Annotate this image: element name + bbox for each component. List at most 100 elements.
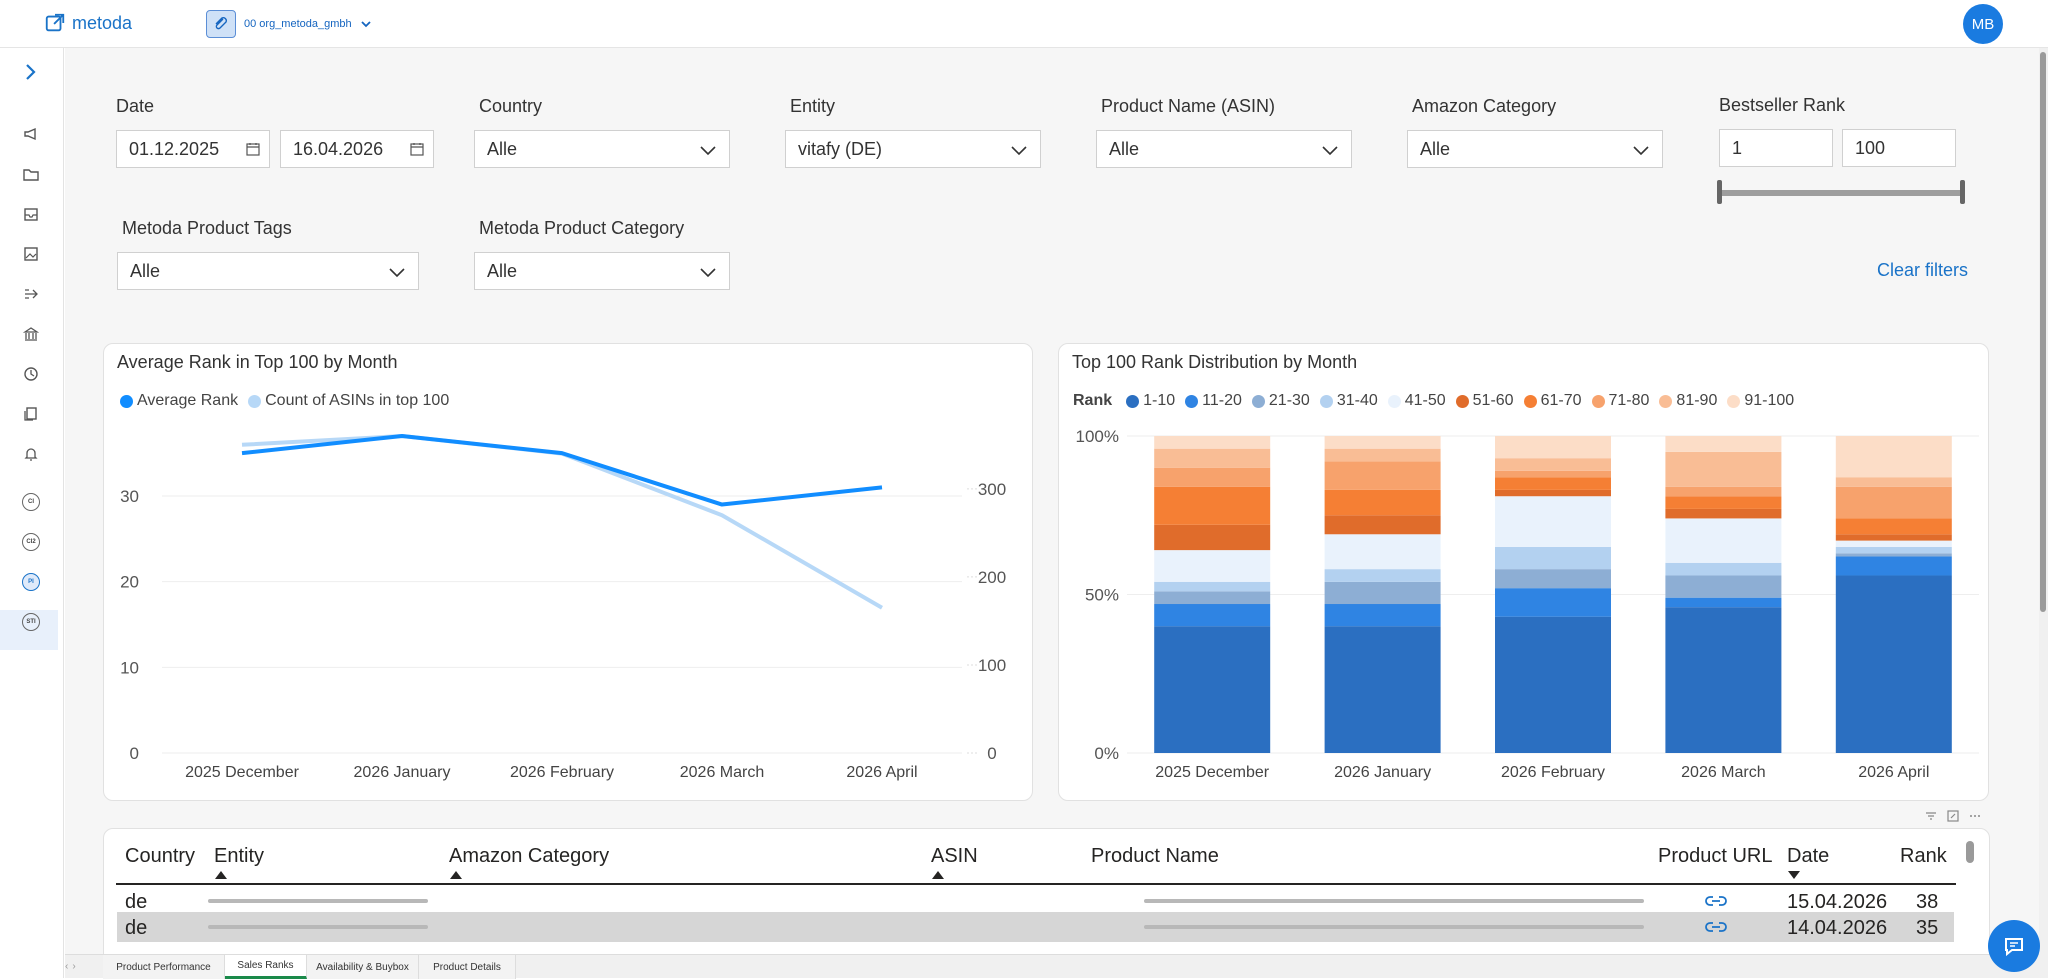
col-product-url[interactable]: Product URL	[1658, 845, 1773, 867]
app-logo[interactable]: metoda	[44, 12, 132, 34]
tab-sales-ranks[interactable]: Sales Ranks	[225, 955, 307, 979]
bar-segment	[1665, 451, 1782, 487]
col-country[interactable]: Country	[125, 845, 196, 867]
bar-segment	[1835, 534, 1952, 541]
legend-rank-title: Rank	[1073, 392, 1113, 409]
x-tick-label: 2026 March	[680, 764, 765, 781]
x-tick-label: 2026 February	[1501, 764, 1605, 781]
folder-icon[interactable]	[21, 164, 41, 184]
rank-min-input[interactable]: 1	[1719, 129, 1833, 167]
y-tick: 100%	[1076, 427, 1119, 446]
tab-availability-buybox[interactable]: Availability & Buybox	[307, 955, 419, 979]
sti-badge-icon[interactable]: STI	[21, 612, 41, 632]
product-tags-dropdown[interactable]: Alle	[117, 252, 419, 290]
table-scrollbar[interactable]	[1966, 841, 1974, 863]
row-country: de	[125, 917, 148, 939]
pi-badge-icon[interactable]: PI	[21, 572, 41, 592]
org-name: 00 org_metoda_gmbh	[244, 18, 352, 30]
filter-icon[interactable]	[1925, 810, 1937, 822]
col-entity[interactable]: Entity	[214, 845, 265, 867]
rank-slider-track[interactable]	[1719, 190, 1963, 196]
megaphone-icon[interactable]	[21, 124, 41, 144]
legend-dot-rank	[1126, 394, 1140, 408]
rank-max-input[interactable]: 100	[1842, 129, 1956, 167]
bar-segment	[1665, 597, 1782, 608]
date-from-input[interactable]: 01.12.2025	[116, 130, 270, 168]
copy-icon[interactable]	[21, 404, 41, 424]
col-rank[interactable]: Rank	[1900, 845, 1947, 867]
redacted-product-name	[1144, 899, 1644, 903]
more-options-icon[interactable]	[1969, 810, 1981, 822]
scrollbar-thumb[interactable]	[2040, 52, 2046, 612]
chat-button[interactable]	[1988, 920, 2040, 972]
bar-segment	[1154, 448, 1271, 468]
amazon-category-dropdown[interactable]: Alle	[1407, 130, 1663, 168]
bar-chart-card: Top 100 Rank Distribution by Month Rank …	[1058, 343, 1989, 801]
ci-badge-icon[interactable]: CI	[21, 492, 41, 512]
flow-icon[interactable]	[21, 284, 41, 304]
bar-segment	[1495, 477, 1611, 490]
country-label: Country	[479, 96, 543, 116]
row-country: de	[125, 891, 148, 913]
sti-badge: STI	[22, 613, 40, 631]
legend-dot-rank	[1387, 394, 1401, 408]
sort-up-icon	[215, 871, 227, 879]
link-icon[interactable]	[1705, 919, 1727, 935]
bank-icon[interactable]	[21, 324, 41, 344]
expand-chevron-icon[interactable]	[21, 62, 41, 82]
legend-rank-label: 21-30	[1268, 392, 1310, 409]
bar-segment	[1495, 470, 1611, 478]
date-to-input[interactable]: 16.04.2026	[280, 130, 434, 168]
date-label: Date	[116, 96, 155, 116]
ci2-badge-icon[interactable]: CI2	[21, 532, 41, 552]
x-tick-label: 2026 January	[354, 764, 451, 781]
rank-slider-min-handle[interactable]	[1717, 180, 1722, 204]
org-selector[interactable]: 00 org_metoda_gmbh	[206, 10, 372, 38]
col-date[interactable]: Date	[1787, 845, 1830, 867]
col-amazon-category[interactable]: Amazon Category	[449, 845, 610, 867]
tab-product-performance[interactable]: Product Performance	[103, 955, 225, 979]
tab-product-details[interactable]: Product Details	[419, 955, 516, 979]
entity-value: vitafy (DE)	[798, 138, 883, 159]
col-asin[interactable]: ASIN	[931, 845, 978, 867]
image-icon[interactable]	[21, 244, 41, 264]
rank-max-value: 100	[1855, 137, 1886, 158]
bar-chart-title: Top 100 Rank Distribution by Month	[1072, 352, 1358, 372]
avatar[interactable]: MB	[1963, 4, 2003, 44]
legend-dot-count	[248, 394, 262, 408]
rank-slider-max-handle[interactable]	[1960, 180, 1965, 204]
legend-rank-label: 91-100	[1744, 392, 1795, 409]
inbox-icon[interactable]	[21, 204, 41, 224]
product-name-dropdown[interactable]: Alle	[1096, 130, 1352, 168]
page-tabs: ‹ › Product Performance Sales Ranks Avail…	[65, 954, 2039, 979]
tab-prev-icon[interactable]: ‹	[65, 961, 69, 972]
chevron-down-icon	[1322, 146, 1338, 156]
col-product-name[interactable]: Product Name	[1091, 845, 1219, 867]
tab-next-icon[interactable]: ›	[72, 961, 76, 972]
focus-mode-icon[interactable]	[1947, 810, 1959, 822]
bar-segment	[1665, 436, 1782, 452]
tab-nav-arrows[interactable]: ‹ ›	[65, 961, 89, 972]
entity-dropdown[interactable]: vitafy (DE)	[785, 130, 1041, 168]
product-category-dropdown[interactable]: Alle	[474, 252, 730, 290]
header-divider	[116, 883, 1956, 885]
bar-segment	[1324, 626, 1441, 753]
link-icon[interactable]	[1705, 893, 1727, 909]
calendar-icon	[246, 143, 260, 156]
bar-chart-plot[interactable]: 100% 50% 0% 2025 December 2026 January 2026 F…	[1059, 344, 1988, 800]
clock-icon[interactable]	[21, 364, 41, 384]
chevron-down-icon	[700, 268, 716, 278]
bar-segment	[1665, 607, 1782, 753]
top-bar: metoda 00 org_metoda_gmbh MB	[0, 0, 2048, 48]
bar-segment	[1835, 436, 1952, 478]
country-value: Alle	[487, 138, 518, 159]
x-tick-label: 2026 April	[846, 764, 917, 781]
bell-icon[interactable]	[21, 444, 41, 464]
visual-header-icons	[1925, 810, 1981, 822]
country-dropdown[interactable]: Alle	[474, 130, 730, 168]
product-name-label: Product Name (ASIN)	[1101, 96, 1276, 116]
clear-filters-button[interactable]: Clear filters	[1877, 260, 1969, 280]
legend-count-asins: Count of ASINs in top 100	[265, 392, 450, 409]
x-tick-label: 2025 December	[185, 764, 300, 781]
